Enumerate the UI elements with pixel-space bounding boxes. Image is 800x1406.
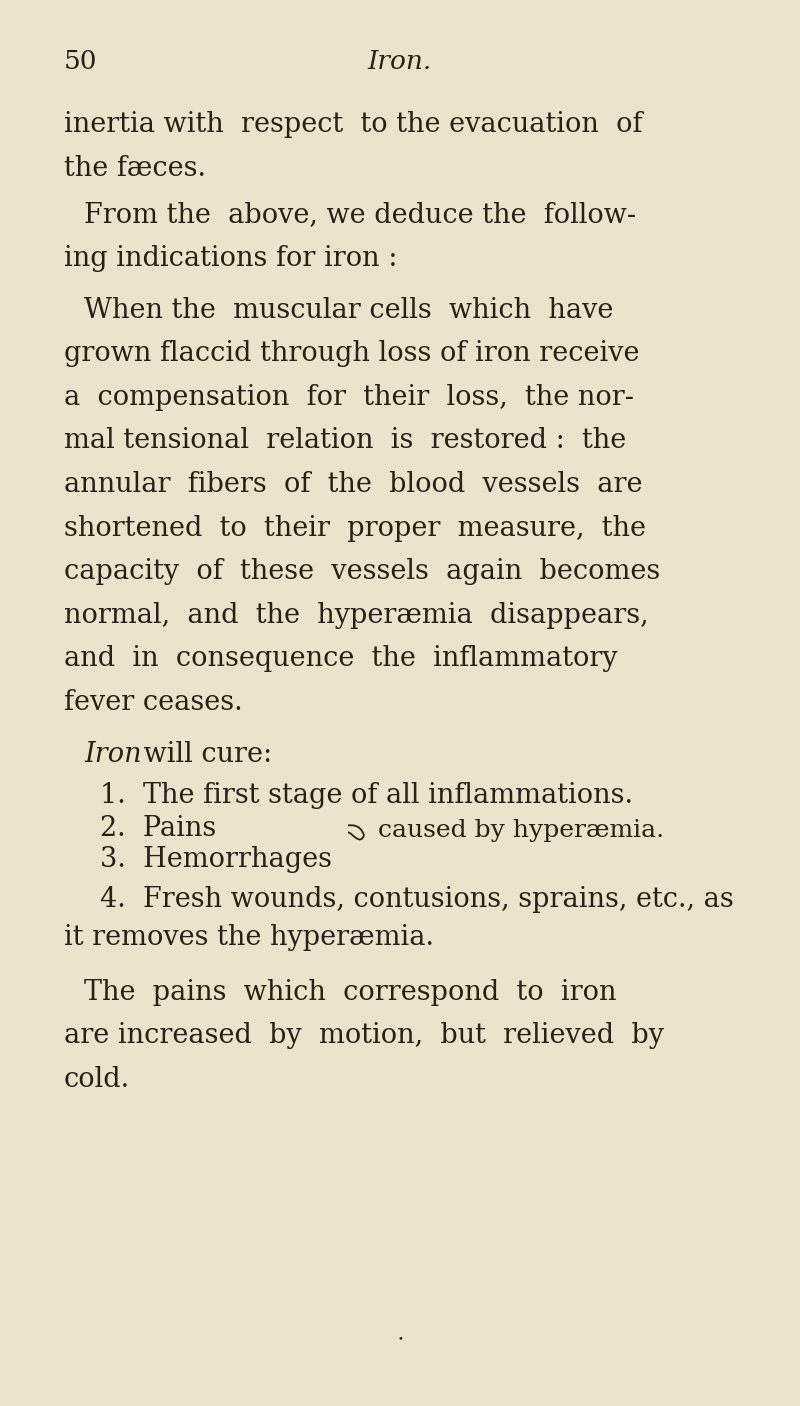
Text: The  pains  which  correspond  to  iron: The pains which correspond to iron [84, 979, 617, 1005]
Text: will cure:: will cure: [135, 741, 272, 768]
Text: annular  fibers  of  the  blood  vessels  are: annular fibers of the blood vessels are [64, 471, 642, 498]
Text: a  compensation  for  their  loss,  the nor-: a compensation for their loss, the nor- [64, 384, 634, 411]
Text: Iron: Iron [84, 741, 142, 768]
Text: 3.  Hemorrhages: 3. Hemorrhages [100, 846, 332, 873]
Text: the fæces.: the fæces. [64, 155, 206, 181]
Text: cold.: cold. [64, 1066, 130, 1092]
Text: and  in  consequence  the  inflammatory: and in consequence the inflammatory [64, 645, 618, 672]
Text: 4.  Fresh wounds, contusions, sprains, etc., as: 4. Fresh wounds, contusions, sprains, et… [100, 886, 734, 912]
Text: are increased  by  motion,  but  relieved  by: are increased by motion, but relieved by [64, 1022, 664, 1049]
Text: •: • [397, 1334, 403, 1343]
Text: shortened  to  their  proper  measure,  the: shortened to their proper measure, the [64, 515, 646, 541]
Text: 1.  The first stage of all inflammations.: 1. The first stage of all inflammations. [100, 782, 633, 808]
Text: ing indications for iron :: ing indications for iron : [64, 245, 398, 271]
Text: When the  muscular cells  which  have: When the muscular cells which have [84, 297, 614, 323]
Text: caused by hyperæmia.: caused by hyperæmia. [378, 820, 665, 842]
Text: Iron.: Iron. [368, 49, 432, 75]
Text: capacity  of  these  vessels  again  becomes: capacity of these vessels again becomes [64, 558, 660, 585]
Text: 50: 50 [64, 49, 98, 75]
Text: From the  above, we deduce the  follow-: From the above, we deduce the follow- [84, 201, 636, 228]
Text: inertia with  respect  to the evacuation  of: inertia with respect to the evacuation o… [64, 111, 642, 138]
Text: it removes the hyperæmia.: it removes the hyperæmia. [64, 924, 434, 950]
Text: mal tensional  relation  is  restored :  the: mal tensional relation is restored : the [64, 427, 626, 454]
Text: normal,  and  the  hyperæmia  disappears,: normal, and the hyperæmia disappears, [64, 602, 649, 628]
Text: fever ceases.: fever ceases. [64, 689, 242, 716]
Text: 2.  Pains: 2. Pains [100, 815, 216, 842]
Text: grown flaccid through loss of iron receive: grown flaccid through loss of iron recei… [64, 340, 639, 367]
